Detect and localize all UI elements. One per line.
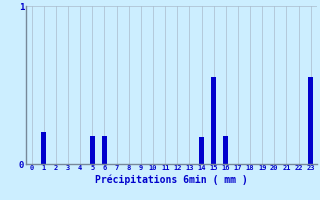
- Bar: [308, 77, 313, 164]
- Bar: [211, 77, 216, 164]
- Bar: [223, 136, 228, 164]
- Bar: [90, 136, 95, 164]
- Bar: [102, 136, 107, 164]
- Bar: [199, 137, 204, 164]
- X-axis label: Précipitations 6min ( mm ): Précipitations 6min ( mm ): [95, 174, 248, 185]
- Bar: [41, 132, 46, 164]
